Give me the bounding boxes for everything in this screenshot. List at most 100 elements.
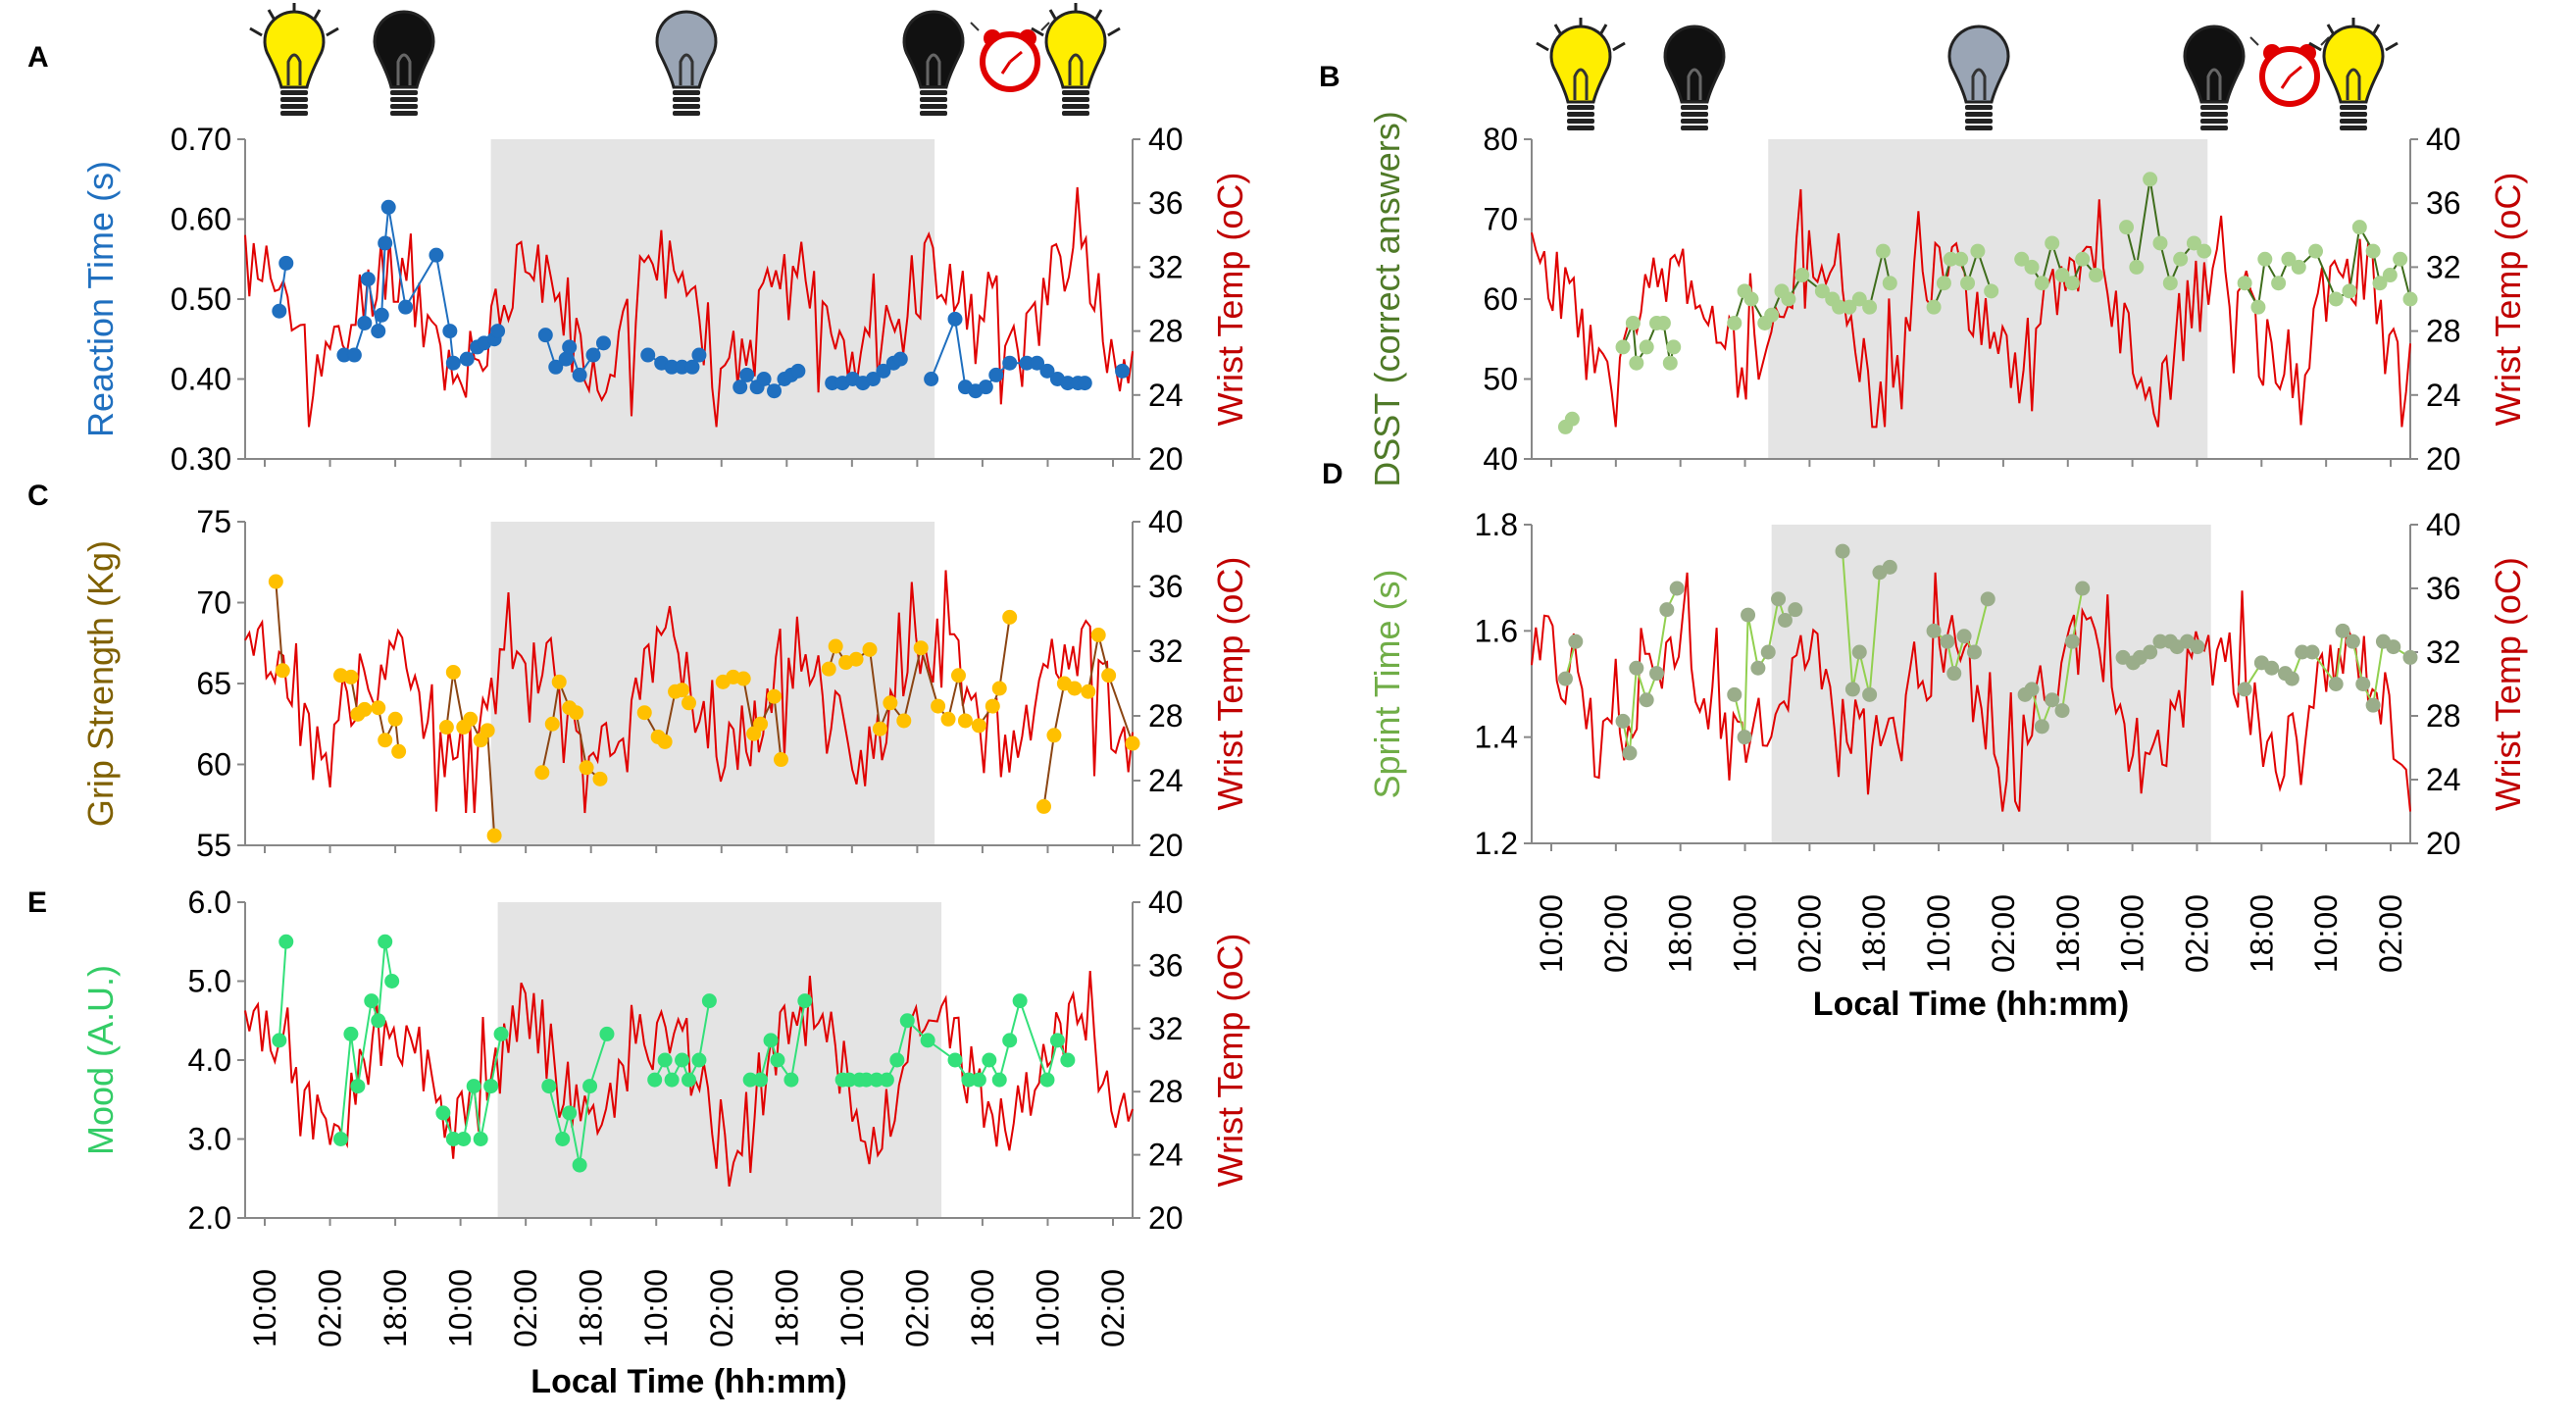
data-point (883, 695, 898, 711)
filament (1687, 68, 1702, 100)
y-tick-label: 0.30 (171, 441, 231, 477)
data-point (657, 734, 673, 749)
data-point (982, 1052, 997, 1068)
bulb-base (1062, 97, 1089, 102)
bulb-base (1681, 126, 1708, 130)
bulb-base (920, 111, 947, 116)
x-tick-label: 10:00 (638, 1269, 674, 1347)
shaded-region (497, 902, 942, 1218)
data-point (2281, 251, 2297, 267)
data-point (2162, 276, 2178, 291)
data-point (1940, 633, 1955, 649)
data-point (2045, 692, 2060, 708)
lightbulb-off-icon (373, 10, 435, 116)
ray (1107, 26, 1121, 37)
data-point (357, 701, 373, 717)
bulb-base (1062, 104, 1089, 109)
data-point (562, 339, 578, 355)
bulb-glass (373, 10, 435, 89)
data-point (534, 765, 550, 781)
clock-hand (2289, 65, 2302, 78)
data-point (2257, 251, 2273, 267)
shake-line (970, 22, 980, 31)
data-point (480, 723, 495, 738)
data-point (1741, 607, 1756, 623)
bulb-base (2340, 126, 2367, 130)
data-point (896, 713, 912, 729)
data-point (541, 1079, 557, 1094)
x-tick-label: 10:00 (2115, 894, 2150, 973)
data-point (2143, 644, 2158, 660)
bulb-glass (2322, 25, 2385, 104)
bulb-base (1567, 119, 1594, 124)
data-point (1794, 268, 1810, 283)
y2-tick-label: 32 (1148, 249, 1184, 284)
data-point (2119, 220, 2135, 235)
data-point (1737, 730, 1752, 745)
y-tick-label: 50 (1483, 362, 1518, 397)
data-point (2197, 243, 2212, 259)
y-tick-label: 80 (1483, 122, 1518, 157)
data-point (1564, 411, 1580, 427)
x-tick-label: 18:00 (574, 1269, 609, 1347)
data-point (1926, 299, 1942, 315)
data-point (1002, 609, 1018, 625)
data-point (1012, 993, 1028, 1009)
data-point (1953, 251, 1969, 267)
x-tick-label: 02:00 (1598, 894, 1634, 973)
data-point (770, 1052, 785, 1068)
data-point (1788, 602, 1803, 618)
x-tick-label: 18:00 (2050, 894, 2086, 973)
x-tick-label: 10:00 (1921, 894, 1956, 973)
lightbulb-on-icon (1031, 3, 1121, 116)
y2-axis-title: Wrist Temp (oC) (2488, 557, 2528, 811)
data-point (2054, 703, 2070, 719)
bulb-base (2200, 119, 2228, 124)
bulb-base (2200, 112, 2228, 117)
bulb-base (1965, 126, 1993, 130)
data-point (1882, 559, 1897, 575)
y2-tick-label: 20 (2426, 441, 2461, 477)
bulb-glass (1663, 25, 1726, 104)
data-point (636, 705, 652, 721)
data-point (1039, 363, 1055, 379)
ray (1536, 41, 1549, 52)
data-point (1655, 315, 1671, 330)
bulb-base (2340, 119, 2367, 124)
y-tick-label: 65 (196, 666, 231, 701)
data-point (1615, 713, 1631, 729)
bulb-base (1062, 111, 1089, 116)
y2-tick-label: 32 (1148, 1011, 1184, 1046)
data-point (828, 638, 843, 654)
ray (249, 26, 263, 37)
y-tick-label: 55 (196, 828, 231, 863)
data-point (701, 993, 717, 1009)
bulb-base (1965, 112, 1993, 117)
y-axis-title: Mood (A.U.) (80, 965, 121, 1155)
data-point (1882, 276, 1897, 291)
data-point (988, 367, 1004, 382)
data-point (1649, 666, 1665, 682)
data-point (647, 1072, 663, 1088)
filament (1068, 53, 1084, 85)
clock-hand (2280, 76, 2292, 89)
data-point (456, 1132, 472, 1146)
bulb-base (673, 111, 700, 116)
bulb-base (673, 104, 700, 109)
data-point (435, 1105, 451, 1121)
data-point (1002, 355, 1018, 371)
data-point (2152, 235, 2168, 251)
y2-tick-label: 36 (1148, 185, 1184, 221)
data-point (1727, 686, 1743, 702)
alarm-clock-icon (2249, 36, 2330, 107)
data-point (664, 1072, 680, 1088)
filament (926, 53, 941, 85)
y-tick-label: 5.0 (188, 964, 231, 999)
bulb-base (1681, 105, 1708, 110)
data-point (371, 324, 386, 339)
data-point (272, 1033, 287, 1048)
data-point (2054, 268, 2070, 283)
data-point (753, 1072, 769, 1088)
bulb-glass (655, 10, 718, 89)
panel-letter: A (27, 41, 49, 74)
